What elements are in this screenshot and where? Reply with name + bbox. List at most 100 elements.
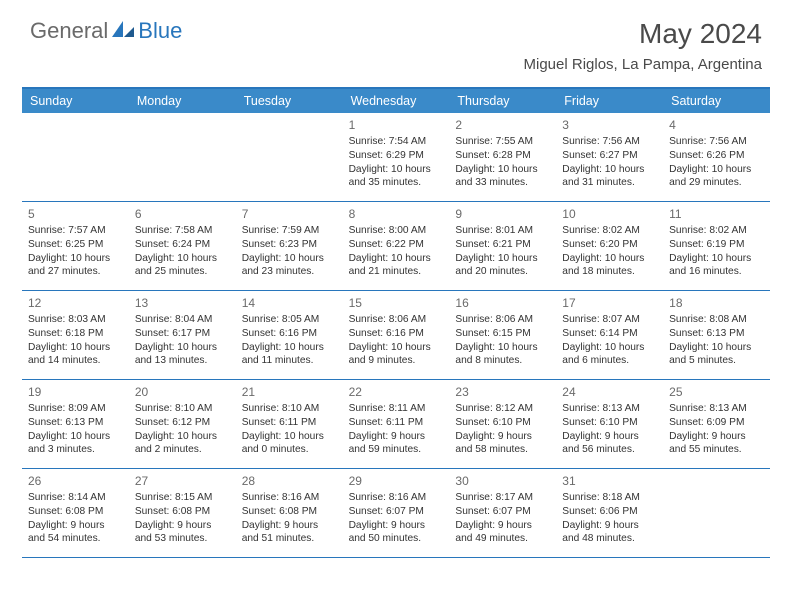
- day-number: 9: [455, 206, 550, 222]
- day-info: Sunrise: 8:05 AMSunset: 6:16 PMDaylight:…: [242, 313, 337, 368]
- day-cell: 14 Sunrise: 8:05 AMSunset: 6:16 PMDayligh…: [236, 291, 343, 379]
- day-cell: 18Sunrise: 8:08 AMSunset: 6:13 PMDayligh…: [663, 291, 770, 379]
- weekday-header: Saturday: [663, 89, 770, 113]
- day-info: Sunrise: 7:57 AMSunset: 6:25 PMDaylight:…: [28, 224, 123, 279]
- day-number: 5: [28, 206, 123, 222]
- day-number: 23: [455, 384, 550, 400]
- weekday-header: Sunday: [22, 89, 129, 113]
- day-number: 14: [242, 295, 337, 311]
- day-cell: 24 Sunrise: 8:13 AMSunset: 6:10 PMDayligh…: [556, 380, 663, 468]
- day-info: Sunrise: 8:06 AMSunset: 6:15 PMDaylight:…: [455, 313, 550, 368]
- day-info: Sunrise: 8:13 AMSunset: 6:09 PMDaylight:…: [669, 402, 764, 457]
- day-cell: 9 Sunrise: 8:01 AMSunset: 6:21 PMDaylight…: [449, 202, 556, 290]
- calendar: SundayMondayTuesdayWednesdayThursdayFrid…: [22, 87, 770, 558]
- day-cell: 21 Sunrise: 8:10 AMSunset: 6:11 PMDayligh…: [236, 380, 343, 468]
- day-info: Sunrise: 8:10 AMSunset: 6:12 PMDaylight:…: [135, 402, 230, 457]
- day-cell: 30 Sunrise: 8:17 AMSunset: 6:07 PMDayligh…: [449, 469, 556, 557]
- logo-sail-icon: [110, 19, 136, 44]
- day-cell: [236, 113, 343, 201]
- day-number: 26: [28, 473, 123, 489]
- day-cell: 5 Sunrise: 7:57 AMSunset: 6:25 PMDaylight…: [22, 202, 129, 290]
- day-info: Sunrise: 8:17 AMSunset: 6:07 PMDaylight:…: [455, 491, 550, 546]
- day-info: Sunrise: 8:14 AMSunset: 6:08 PMDaylight:…: [28, 491, 123, 546]
- day-info: Sunrise: 8:10 AMSunset: 6:11 PMDaylight:…: [242, 402, 337, 457]
- day-number: 27: [135, 473, 230, 489]
- day-cell: 15Sunrise: 8:06 AMSunset: 6:16 PMDayligh…: [343, 291, 450, 379]
- day-info: Sunrise: 7:56 AMSunset: 6:26 PMDaylight:…: [669, 135, 764, 190]
- day-number: 1: [349, 117, 444, 133]
- day-number: 13: [135, 295, 230, 311]
- day-cell: 26 Sunrise: 8:14 AMSunset: 6:08 PMDayligh…: [22, 469, 129, 557]
- day-info: Sunrise: 7:59 AMSunset: 6:23 PMDaylight:…: [242, 224, 337, 279]
- day-number: 19: [28, 384, 123, 400]
- day-number: 17: [562, 295, 657, 311]
- day-info: Sunrise: 8:12 AMSunset: 6:10 PMDaylight:…: [455, 402, 550, 457]
- day-info: Sunrise: 8:03 AMSunset: 6:18 PMDaylight:…: [28, 313, 123, 368]
- day-info: Sunrise: 8:00 AMSunset: 6:22 PMDaylight:…: [349, 224, 444, 279]
- day-cell: 31 Sunrise: 8:18 AMSunset: 6:06 PMDayligh…: [556, 469, 663, 557]
- day-cell: [663, 469, 770, 557]
- day-cell: 20 Sunrise: 8:10 AMSunset: 6:12 PMDayligh…: [129, 380, 236, 468]
- day-cell: 7 Sunrise: 7:59 AMSunset: 6:23 PMDaylight…: [236, 202, 343, 290]
- day-info: Sunrise: 8:11 AMSunset: 6:11 PMDaylight:…: [349, 402, 444, 457]
- day-number: 30: [455, 473, 550, 489]
- day-number: 7: [242, 206, 337, 222]
- day-number: 2: [455, 117, 550, 133]
- day-cell: 23 Sunrise: 8:12 AMSunset: 6:10 PMDayligh…: [449, 380, 556, 468]
- day-info: Sunrise: 8:01 AMSunset: 6:21 PMDaylight:…: [455, 224, 550, 279]
- day-cell: 11Sunrise: 8:02 AMSunset: 6:19 PMDayligh…: [663, 202, 770, 290]
- day-cell: 3Sunrise: 7:56 AMSunset: 6:27 PMDaylight…: [556, 113, 663, 201]
- day-number: 28: [242, 473, 337, 489]
- day-info: Sunrise: 7:54 AMSunset: 6:29 PMDaylight:…: [349, 135, 444, 190]
- day-info: Sunrise: 7:55 AMSunset: 6:28 PMDaylight:…: [455, 135, 550, 190]
- day-number: 24: [562, 384, 657, 400]
- day-cell: [129, 113, 236, 201]
- day-cell: 17Sunrise: 8:07 AMSunset: 6:14 PMDayligh…: [556, 291, 663, 379]
- day-cell: 16 Sunrise: 8:06 AMSunset: 6:15 PMDayligh…: [449, 291, 556, 379]
- day-number: 20: [135, 384, 230, 400]
- day-info: Sunrise: 8:04 AMSunset: 6:17 PMDaylight:…: [135, 313, 230, 368]
- day-number: 25: [669, 384, 764, 400]
- day-number: 12: [28, 295, 123, 311]
- day-number: 16: [455, 295, 550, 311]
- day-info: Sunrise: 8:09 AMSunset: 6:13 PMDaylight:…: [28, 402, 123, 457]
- calendar-week-row: 26 Sunrise: 8:14 AMSunset: 6:08 PMDayligh…: [22, 469, 770, 558]
- weekday-header: Wednesday: [343, 89, 450, 113]
- day-cell: 29Sunrise: 8:16 AMSunset: 6:07 PMDayligh…: [343, 469, 450, 557]
- day-number: 6: [135, 206, 230, 222]
- weekday-header: Monday: [129, 89, 236, 113]
- day-info: Sunrise: 8:18 AMSunset: 6:06 PMDaylight:…: [562, 491, 657, 546]
- calendar-week-row: 19 Sunrise: 8:09 AMSunset: 6:13 PMDayligh…: [22, 380, 770, 469]
- day-number: 21: [242, 384, 337, 400]
- day-cell: 25 Sunrise: 8:13 AMSunset: 6:09 PMDayligh…: [663, 380, 770, 468]
- day-number: 3: [562, 117, 657, 133]
- day-number: 31: [562, 473, 657, 489]
- day-info: Sunrise: 8:06 AMSunset: 6:16 PMDaylight:…: [349, 313, 444, 368]
- day-info: Sunrise: 8:15 AMSunset: 6:08 PMDaylight:…: [135, 491, 230, 546]
- day-info: Sunrise: 8:16 AMSunset: 6:08 PMDaylight:…: [242, 491, 337, 546]
- weekday-header: Thursday: [449, 89, 556, 113]
- header: General Blue May 2024 Miguel Riglos, La …: [0, 0, 792, 79]
- day-cell: [22, 113, 129, 201]
- day-info: Sunrise: 8:02 AMSunset: 6:20 PMDaylight:…: [562, 224, 657, 279]
- day-cell: 1 Sunrise: 7:54 AMSunset: 6:29 PMDaylight…: [343, 113, 450, 201]
- day-cell: 28 Sunrise: 8:16 AMSunset: 6:08 PMDayligh…: [236, 469, 343, 557]
- calendar-week-row: 12 Sunrise: 8:03 AMSunset: 6:18 PMDayligh…: [22, 291, 770, 380]
- logo-text-general: General: [30, 18, 108, 44]
- day-info: Sunrise: 8:16 AMSunset: 6:07 PMDaylight:…: [349, 491, 444, 546]
- calendar-week-row: 1 Sunrise: 7:54 AMSunset: 6:29 PMDaylight…: [22, 113, 770, 202]
- day-cell: 13 Sunrise: 8:04 AMSunset: 6:17 PMDayligh…: [129, 291, 236, 379]
- day-number: 18: [669, 295, 764, 311]
- location: Miguel Riglos, La Pampa, Argentina: [524, 56, 762, 73]
- day-info: Sunrise: 8:13 AMSunset: 6:10 PMDaylight:…: [562, 402, 657, 457]
- logo-text-blue: Blue: [138, 18, 182, 44]
- day-cell: 2 Sunrise: 7:55 AMSunset: 6:28 PMDaylight…: [449, 113, 556, 201]
- day-number: 10: [562, 206, 657, 222]
- day-cell: 4Sunrise: 7:56 AMSunset: 6:26 PMDaylight…: [663, 113, 770, 201]
- day-cell: 27 Sunrise: 8:15 AMSunset: 6:08 PMDayligh…: [129, 469, 236, 557]
- weekday-header: Tuesday: [236, 89, 343, 113]
- calendar-week-row: 5 Sunrise: 7:57 AMSunset: 6:25 PMDaylight…: [22, 202, 770, 291]
- day-cell: 8Sunrise: 8:00 AMSunset: 6:22 PMDaylight…: [343, 202, 450, 290]
- day-cell: 10 Sunrise: 8:02 AMSunset: 6:20 PMDayligh…: [556, 202, 663, 290]
- day-cell: 12 Sunrise: 8:03 AMSunset: 6:18 PMDayligh…: [22, 291, 129, 379]
